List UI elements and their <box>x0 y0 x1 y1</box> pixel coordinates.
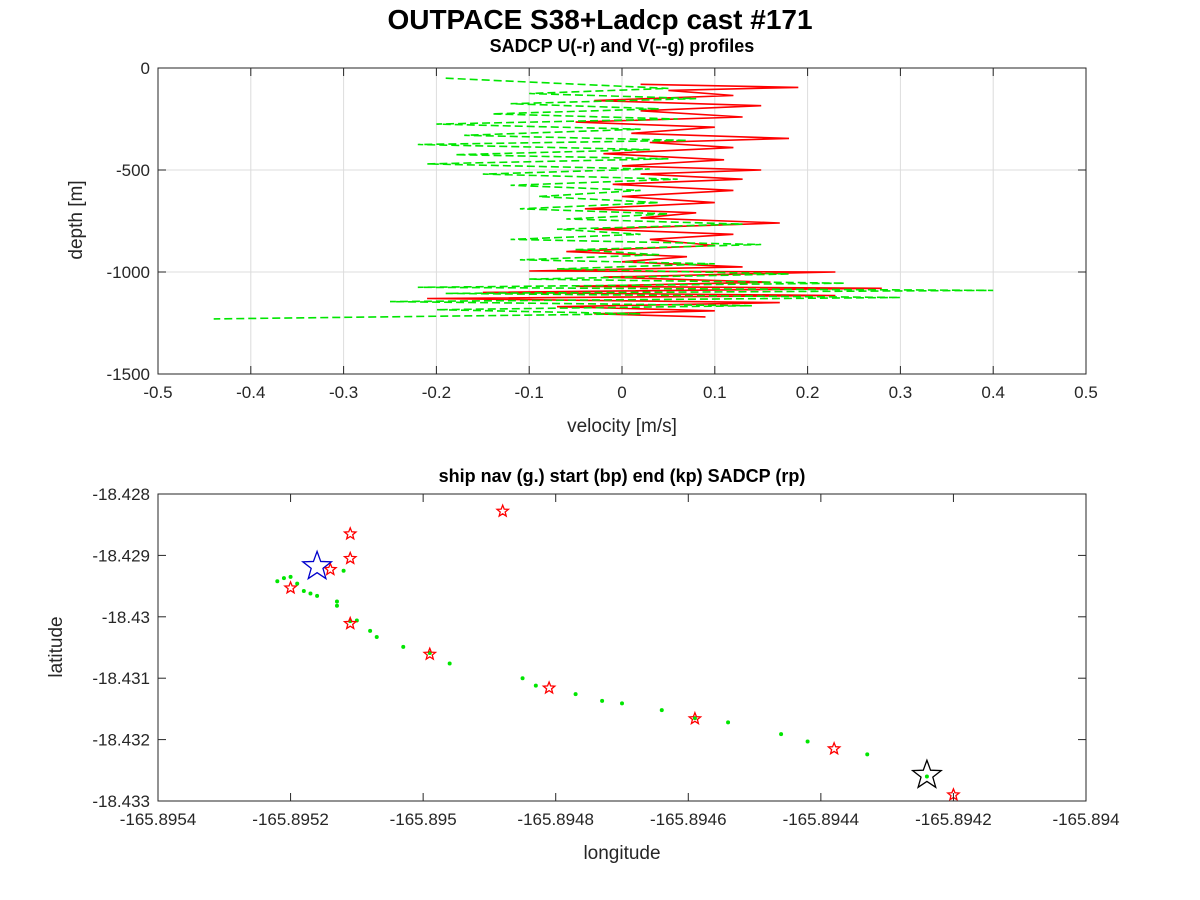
sadcp-point-marker <box>422 646 438 661</box>
velocity-xtick-label: -0.3 <box>329 383 358 402</box>
ship-nav-chart-series <box>275 503 961 802</box>
nav-point <box>692 716 697 721</box>
sadcp-point-marker <box>495 503 511 518</box>
nav-point <box>334 599 339 604</box>
sadcp-point-marker <box>687 710 703 726</box>
nav-point <box>865 752 870 757</box>
nav-point <box>805 739 810 744</box>
nav-point <box>301 589 306 594</box>
ship-nav-ytick-label: -18.429 <box>92 546 150 565</box>
nav-point <box>447 661 452 666</box>
nav-point <box>520 676 525 681</box>
ship-nav-ytick-label: -18.432 <box>92 731 150 750</box>
velocity-xtick-label: -0.1 <box>515 383 544 402</box>
nav-point <box>315 593 320 598</box>
start-point-marker <box>301 549 334 581</box>
velocity-ytick-label: -500 <box>116 161 150 180</box>
velocity-chart-series <box>213 77 994 320</box>
ship-nav-ytick-label: -18.433 <box>92 792 150 811</box>
ship-nav-chart-frame <box>157 493 1087 802</box>
sadcp-point-marker <box>283 580 298 595</box>
ship-nav-chart-ticks: -165.8954 -165.8952 -165.895 -165.8948 -165.… <box>92 485 1119 829</box>
ship-nav-chart-title: ship nav (g.) start (bp) end (kp) SADCP … <box>439 466 806 486</box>
ship-nav-ytick-label: -18.43 <box>102 608 150 627</box>
ship-nav-chart: ship nav (g.) start (bp) end (kp) SADCP … <box>46 466 1120 864</box>
nav-point <box>779 732 784 737</box>
sadcp-point-marker <box>541 680 557 695</box>
velocity-ytick-label: -1500 <box>107 365 150 384</box>
nav-point <box>295 581 300 586</box>
velocity-xtick-label: 0 <box>617 383 626 402</box>
velocity-chart-frame <box>157 67 1087 375</box>
ship-nav-chart-ylabel: latitude <box>46 616 67 677</box>
nav-point <box>924 774 929 779</box>
velocity-xtick-label: 0.2 <box>796 383 820 402</box>
ship-nav-xtick-label: -165.8946 <box>650 810 727 829</box>
nav-point <box>573 692 578 697</box>
sadcp-point-marker <box>342 550 358 565</box>
ship-nav-xtick-label: -165.8942 <box>915 810 992 829</box>
nav-point <box>659 708 664 713</box>
nav-point <box>334 603 339 608</box>
figure-title: OUTPACE S38+Ladcp cast #171 <box>387 4 812 35</box>
nav-point <box>401 644 406 649</box>
nav-point <box>275 579 280 584</box>
velocity-ytick-label: -1000 <box>107 263 150 282</box>
end-point-marker <box>910 758 943 789</box>
velocity-chart-title: SADCP U(-r) and V(--g) profiles <box>490 36 755 56</box>
velocity-ytick-label: 0 <box>141 59 150 78</box>
nav-point <box>368 628 373 633</box>
ship-nav-xtick-label: -165.895 <box>390 810 457 829</box>
velocity-xtick-label: -0.4 <box>236 383 265 402</box>
ship-nav-xtick-label: -165.8948 <box>517 810 594 829</box>
sadcp-point-marker <box>322 561 338 576</box>
velocity-xtick-label: 0.1 <box>703 383 727 402</box>
velocity-chart-xlabel: velocity [m/s] <box>567 416 677 437</box>
ship-nav-xtick-label: -165.8954 <box>120 810 197 829</box>
velocity-profile-chart: SADCP U(-r) and V(--g) profiles -0.5 -0.4… <box>66 36 1098 437</box>
ship-nav-xtick-label: -165.8952 <box>252 810 329 829</box>
ship-nav-ytick-label: -18.431 <box>92 669 150 688</box>
nav-point <box>726 720 731 725</box>
nav-point <box>374 635 379 640</box>
ship-nav-ytick-label: -18.428 <box>92 485 150 504</box>
velocity-series-line-u <box>427 83 882 318</box>
velocity-chart-ticks: -0.5 -0.4 -0.3 -0.2 -0.1 0 0.1 0.2 0.3 0.4 0.5 0 -50… <box>107 59 1098 402</box>
nav-point <box>620 701 624 706</box>
velocity-xtick-label: -0.5 <box>143 383 172 402</box>
sadcp-point-marker <box>826 741 842 756</box>
sadcp-point-marker <box>342 526 358 541</box>
ship-nav-chart-xlabel: longitude <box>583 843 660 864</box>
nav-point <box>308 591 313 596</box>
velocity-chart-ylabel: depth [m] <box>66 180 87 259</box>
nav-point <box>341 568 346 573</box>
velocity-xtick-label: -0.2 <box>422 383 451 402</box>
ship-nav-xtick-label: -165.894 <box>1052 810 1119 829</box>
velocity-xtick-label: 0.4 <box>981 383 1005 402</box>
nav-point <box>281 576 286 581</box>
sadcp-point-marker <box>342 615 358 630</box>
nav-point <box>600 698 605 703</box>
nav-point <box>288 574 293 579</box>
velocity-xtick-label: 0.3 <box>889 383 913 402</box>
velocity-series-line-v <box>213 77 994 320</box>
velocity-xtick-label: 0.5 <box>1074 383 1098 402</box>
nav-point <box>533 683 538 688</box>
ship-nav-xtick-label: -165.8944 <box>783 810 860 829</box>
